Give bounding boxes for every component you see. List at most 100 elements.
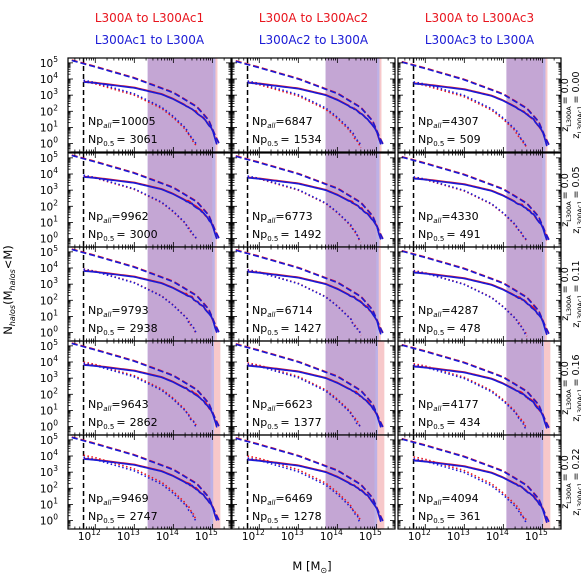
red-dotted-curve <box>413 82 528 148</box>
ytick-label: 102 <box>40 386 58 401</box>
row-label-comparison: zL300Ac1= 0.11 <box>571 260 581 327</box>
xtick-label: 1012 <box>242 528 265 543</box>
x-axis-label: M [M⊙] <box>292 559 331 575</box>
blue-dotted-curve <box>413 176 528 242</box>
xtick-label: 1013 <box>447 528 470 543</box>
ytick-label: 101 <box>40 496 58 511</box>
ytick-label: 104 <box>40 354 58 369</box>
panel-frame <box>67 57 232 153</box>
blue-solid-curve <box>413 365 548 429</box>
ytick-label: 104 <box>40 260 58 275</box>
text-layer: Npall=10005 Np0.5 = 3061 Npall=6847 Np0.5 = 153… <box>1 11 581 575</box>
np-all-annotation: Npall=6469 <box>252 492 313 507</box>
blue-dotted-curve <box>247 80 362 146</box>
np-half-annotation: Np0.5 = 434 <box>418 416 481 431</box>
panel-r5-c1 <box>67 434 232 530</box>
overlap-band <box>325 435 375 529</box>
column-title-reverse: L300Ac1 to L300A <box>95 33 205 47</box>
red-dotted-curve <box>413 362 528 429</box>
red-dotted-curve <box>83 361 198 428</box>
red-dotted-curve <box>247 81 362 149</box>
ytick-label: 100 <box>40 513 58 528</box>
panel-plot-area <box>71 153 220 247</box>
red-band <box>210 435 221 529</box>
blue-dashed-curve <box>235 60 384 146</box>
np-all-annotation: Npall=9469 <box>88 492 149 507</box>
blue-solid-curve <box>83 81 218 145</box>
np-all-annotation: Npall=6773 <box>252 210 313 225</box>
panel-plot-area <box>71 247 220 341</box>
xtick-label: 1012 <box>78 528 101 543</box>
column-title-forward: L300A to L300Ac3 <box>425 11 534 25</box>
row-label-comparison: zL300Ac1= 0.00 <box>571 71 581 138</box>
blue-solid-curve <box>83 176 218 240</box>
panel-plot-area <box>71 341 221 435</box>
blue-dotted-curve <box>413 458 528 524</box>
panel-plot-area <box>235 247 384 341</box>
panel-ticks <box>67 246 232 342</box>
ytick-label: 105 <box>40 338 58 353</box>
xtick-label: 1012 <box>408 528 431 543</box>
np-half-annotation: Np0.5 = 361 <box>418 510 481 525</box>
panel-ticks <box>231 340 396 436</box>
ytick-label: 105 <box>40 432 58 447</box>
blue-dotted-curve <box>247 269 362 334</box>
np-all-annotation: Npall=10005 <box>88 115 156 130</box>
panel-plot-area <box>235 435 385 529</box>
ytick-label: 100 <box>40 136 58 151</box>
panel-frame <box>397 57 562 153</box>
overlap-band <box>147 247 213 341</box>
red-dotted-curve <box>83 454 198 521</box>
red-dotted-curve <box>247 455 362 522</box>
blue-dashed-curve <box>401 61 550 147</box>
ytick-label: 105 <box>40 244 58 259</box>
panel-plot-area <box>71 58 220 152</box>
blue-dashed-curve <box>71 436 220 522</box>
np-half-annotation: Np0.5 = 1492 <box>252 228 322 243</box>
np-half-annotation: Np0.5 = 2862 <box>88 416 158 431</box>
ytick-label: 104 <box>40 166 58 181</box>
xtick-label: 1015 <box>525 528 548 543</box>
np-all-annotation: Npall=4177 <box>418 398 479 413</box>
blue-dotted-curve <box>413 270 528 336</box>
blue-dashed-curve <box>235 437 384 523</box>
np-all-annotation: Npall=6847 <box>252 115 313 130</box>
ytick-label: 100 <box>40 325 58 340</box>
np-half-annotation: Np0.5 = 2747 <box>88 510 158 525</box>
panel-r5-c2 <box>231 434 396 530</box>
ytick-label: 103 <box>40 182 58 197</box>
ytick-label: 101 <box>40 119 58 134</box>
panel-r1-c2 <box>231 57 396 153</box>
overlap-band <box>147 435 211 529</box>
np-half-annotation: Np0.5 = 3000 <box>88 228 158 243</box>
panel-plot-area <box>235 341 385 435</box>
ytick-label: 103 <box>40 370 58 385</box>
panel-r5-c3 <box>397 434 562 530</box>
blue-solid-curve <box>83 270 218 334</box>
np-half-annotation: Np0.5 = 1377 <box>252 416 322 431</box>
row-label-reference: zL300A= 0.0 <box>560 78 573 132</box>
np-all-annotation: Npall=4094 <box>418 492 479 507</box>
panel-r4-c2 <box>231 340 396 436</box>
blue-solid-curve <box>413 459 548 523</box>
overlap-band <box>147 341 212 435</box>
blue-dashed-curve <box>401 344 550 430</box>
panel-frame <box>231 57 396 153</box>
red-band <box>375 341 385 435</box>
ytick-label: 101 <box>40 308 58 323</box>
red-dotted-curve <box>247 362 362 428</box>
panel-ticks <box>67 57 232 153</box>
y-axis-label: Nhalos(Mhalos<M) <box>1 245 17 335</box>
blue-dotted-curve <box>413 364 527 430</box>
column-title-reverse: L300Ac2 to L300A <box>259 33 369 47</box>
np-half-annotation: Np0.5 = 1534 <box>252 133 322 148</box>
ytick-label: 100 <box>40 231 58 246</box>
blue-solid-curve <box>413 177 548 241</box>
panel-r4-c1 <box>67 340 232 436</box>
xtick-label: 1014 <box>486 528 509 543</box>
blue-solid-curve <box>413 82 548 147</box>
ytick-label: 102 <box>40 198 58 213</box>
blue-dotted-curve <box>83 79 198 146</box>
overlap-band <box>325 247 377 341</box>
